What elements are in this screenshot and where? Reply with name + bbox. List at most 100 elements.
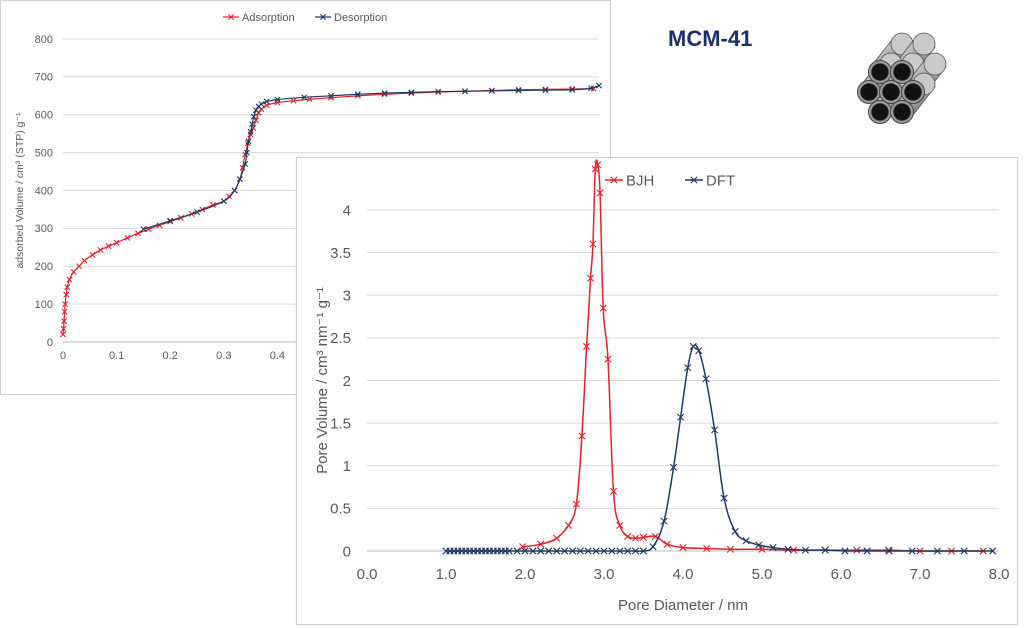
data-point-bjh <box>589 240 597 248</box>
data-point-desorption <box>252 107 259 114</box>
data-point-desorption <box>542 87 549 94</box>
legend-marker-dft <box>690 176 698 184</box>
data-point-dft <box>908 547 916 555</box>
data-point-bjh <box>564 521 573 530</box>
data-point-adsorption <box>89 251 96 258</box>
data-point-desorption <box>462 88 468 95</box>
data-point-desorption <box>263 98 270 105</box>
legend-label-dft: DFT <box>706 172 735 189</box>
data-point-desorption <box>243 149 250 156</box>
data-point-desorption <box>274 96 281 103</box>
y-tick-label: 200 <box>35 261 53 273</box>
x-tick-label: 0.3 <box>216 350 231 362</box>
x-tick-label: 8.0 <box>989 566 1010 583</box>
data-point-bjh <box>853 546 861 554</box>
data-point-desorption <box>236 176 243 183</box>
data-point-adsorption <box>62 301 69 308</box>
data-point-desorption <box>381 90 388 97</box>
data-point-adsorption <box>70 268 77 275</box>
series-line-dft <box>446 344 993 553</box>
legend-label-bjh: BJH <box>626 172 654 189</box>
data-point-adsorption <box>113 239 120 246</box>
data-point-dft <box>600 547 608 555</box>
series-line-bjh <box>522 159 984 552</box>
data-point-desorption <box>245 138 252 145</box>
data-point-desorption <box>569 86 576 93</box>
data-point-desorption <box>354 91 361 98</box>
data-point-dft <box>960 547 968 555</box>
legend-marker-desorption <box>320 14 326 20</box>
data-point-dft <box>513 547 521 555</box>
pore-distribution-chart-panel: 0 0.5 1 1.5 2 2.5 3 3.5 4 0.0 1.0 2.0 3.0 4.0 5.0 6.0 7.… <box>296 157 1018 625</box>
y-tick-label: 3.5 <box>330 245 351 262</box>
data-point-dft <box>863 547 871 555</box>
data-point-dft <box>684 364 692 372</box>
data-point-desorption <box>488 87 495 94</box>
data-point-dft <box>885 547 893 555</box>
tube-opening <box>893 103 911 121</box>
y-tick-label: 300 <box>35 223 53 235</box>
data-point-bjh <box>583 342 591 350</box>
data-point-desorption <box>301 94 308 101</box>
material-title: MCM-41 <box>668 26 753 51</box>
x-tick-label: 6.0 <box>831 566 852 583</box>
legend-label-adsorption: Adsorption <box>242 12 295 24</box>
legend-marker-bjh <box>610 176 618 184</box>
data-point-dft <box>568 547 576 555</box>
y-axis-title: adsorbed Volume / cm³ (STP) g⁻¹ <box>14 112 26 269</box>
y-tick-label: 1 <box>343 458 351 475</box>
x-tick-label: 0.2 <box>163 350 178 362</box>
data-point-bjh <box>519 543 527 551</box>
y-tick-label: 700 <box>35 72 53 84</box>
pore-distribution-chart: 0 0.5 1 1.5 2 2.5 3 3.5 4 0.0 1.0 2.0 3.0 4.0 5.0 6.0 7.… <box>314 159 1010 614</box>
data-point-dft <box>742 537 750 545</box>
tube-end <box>923 52 947 76</box>
data-point-dft <box>677 413 685 421</box>
y-axis-title: Pore Volume / cm³ nm⁻¹ g⁻¹ <box>314 287 331 474</box>
data-point-dft <box>584 547 592 555</box>
y-tick-label: 0 <box>47 337 53 349</box>
data-point-dft <box>769 544 777 552</box>
data-point-dft <box>560 547 569 555</box>
y-tick-label: 3 <box>343 288 351 305</box>
data-point-dft <box>592 547 600 555</box>
data-point-bjh <box>572 500 580 508</box>
data-point-desorption <box>249 121 256 128</box>
data-point-bjh <box>599 304 607 312</box>
data-point-bjh <box>609 487 618 495</box>
data-point-dft <box>669 463 678 472</box>
data-point-dft <box>695 347 703 355</box>
data-point-dft <box>545 547 553 555</box>
data-point-dft <box>989 547 997 555</box>
y-tick-label: 2.5 <box>330 330 351 347</box>
data-point-bjh <box>758 545 766 553</box>
y-tick-label: 100 <box>35 299 53 311</box>
data-point-adsorption <box>247 131 254 138</box>
data-point-dft <box>649 543 657 551</box>
data-point-adsorption <box>135 230 142 237</box>
data-point-dft <box>537 547 545 555</box>
y-tick-label: 400 <box>35 185 53 197</box>
tube-opening <box>904 83 922 101</box>
data-point-bjh <box>679 544 687 552</box>
data-point-desorption <box>258 101 265 108</box>
data-point-adsorption <box>66 276 73 283</box>
data-point-adsorption <box>81 257 88 264</box>
tube-opening <box>893 63 911 81</box>
data-point-dft <box>632 547 640 555</box>
data-point-dft <box>702 375 710 383</box>
data-point-bjh <box>624 532 632 541</box>
data-point-bjh <box>703 544 711 553</box>
data-point-bjh <box>726 545 734 553</box>
data-point-desorption <box>194 209 200 216</box>
data-point-dft <box>689 342 697 350</box>
data-point-desorption <box>231 187 238 194</box>
x-tick-label: 1.0 <box>436 566 457 583</box>
y-tick-label: 2 <box>343 373 351 390</box>
data-point-bjh <box>632 534 640 542</box>
data-point-dft <box>784 545 792 553</box>
data-point-desorption <box>408 89 415 96</box>
x-tick-label: 4.0 <box>673 566 694 583</box>
data-point-desorption <box>242 160 249 167</box>
data-point-dft <box>841 547 849 555</box>
